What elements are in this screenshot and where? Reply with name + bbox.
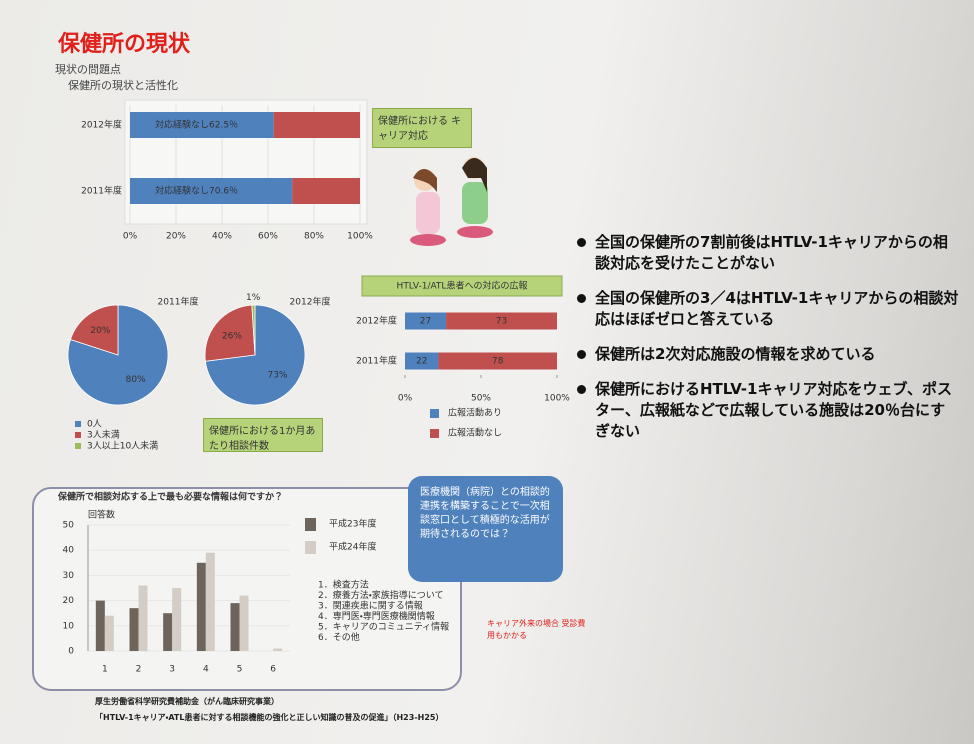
- x-tick-label: 100%: [347, 232, 373, 242]
- pie-title: 2012年度: [290, 296, 331, 308]
- x-tick-label: 5: [237, 665, 243, 675]
- x-tick-label: 80%: [304, 232, 324, 242]
- bar-segment: [292, 178, 360, 204]
- x-tick-label: 6: [270, 665, 276, 675]
- legend-swatch: [305, 541, 316, 554]
- legend-swatch: [430, 409, 439, 418]
- legend-label: 平成23年度: [329, 518, 376, 530]
- bullet: 全国の保健所の3／4はHTLV-1キャリアからの相談対応はほぼゼロと答えている: [575, 288, 960, 330]
- callout: 保健所における キャリア対応: [372, 108, 472, 148]
- bar: [105, 616, 114, 651]
- bar: [172, 588, 181, 651]
- x-tick-label: 100%: [544, 394, 570, 404]
- bullet: 保健所におけるHTLV-1キャリア対応をウェブ、ポスター、広報紙などで広報してい…: [575, 379, 960, 442]
- speech-bubble: 医療機関（病院）との相談的連携を構築することで一次相談窓口として積極的な活用が期…: [408, 476, 563, 582]
- bar: [139, 585, 148, 651]
- x-tick-label: 1: [102, 665, 108, 675]
- x-tick-label: 0%: [123, 232, 138, 242]
- value-label: 73: [496, 317, 507, 327]
- illustration: [410, 157, 493, 246]
- y-tick-label: 20: [63, 596, 75, 606]
- callout: 保健所における1か月あたり相談件数: [203, 418, 323, 452]
- x-tick-label: 20%: [166, 232, 186, 242]
- slide: 0%20%40%60%80%100%2012年度対応経験なし62.5％2011年…: [0, 0, 974, 744]
- legend-swatch: [305, 518, 316, 531]
- value-label: 22: [416, 357, 427, 367]
- footer: 「HTLV-1キャリア・ATL患者に対する相談機能の強化と正しい知識の普及の促進…: [95, 712, 443, 723]
- pie-title: 2011年度: [158, 296, 199, 308]
- value-label: 73%: [267, 370, 287, 380]
- y-tick-label: 2012年度: [356, 315, 397, 327]
- subtitle: 保健所の現状と活性化: [68, 77, 178, 93]
- x-tick-label: 40%: [212, 232, 232, 242]
- y-tick-label: 10: [63, 621, 75, 631]
- y-tick-label: 30: [63, 571, 75, 581]
- legend-swatch: [430, 429, 439, 438]
- list-item: 5．キャリアのコミュニティ情報: [318, 621, 449, 633]
- bar: [130, 608, 139, 651]
- y-tick-label: 2012年度: [81, 119, 122, 131]
- bar: [96, 601, 105, 651]
- x-tick-label: 3: [169, 665, 175, 675]
- value-label: 78: [492, 357, 504, 367]
- legend-label: 3人以上10人未満: [87, 440, 158, 452]
- y-tick-label: 50: [63, 521, 75, 531]
- subtitle: 現状の問題点: [55, 61, 121, 77]
- y-tick-label: 2011年度: [356, 355, 397, 367]
- legend-label: 広報活動あり: [448, 407, 502, 419]
- value-label: 対応経験なし70.6％: [155, 185, 238, 197]
- legend-label: 3人未満: [87, 429, 120, 441]
- slide-title: 保健所の現状: [58, 26, 190, 58]
- value-label: 26%: [222, 331, 242, 341]
- legend-swatch: [75, 443, 81, 449]
- bar: [231, 603, 240, 651]
- list-item: 1．検査方法: [318, 579, 369, 591]
- bar: [197, 563, 206, 651]
- value-label: 対応経験なし62.5％: [155, 119, 238, 131]
- legend-swatch: [75, 421, 81, 427]
- legend-swatch: [75, 432, 81, 438]
- x-tick-label: 50%: [471, 394, 491, 404]
- bar-segment: [274, 112, 360, 138]
- bullet-list: 全国の保健所の7割前後はHTLV-1キャリアからの相談対応を受けたことがない 全…: [575, 232, 960, 456]
- chart-title: 保健所で相談対応する上で最も必要な情報は何ですか？: [57, 491, 283, 503]
- value-label: 80%: [126, 375, 146, 385]
- note: キャリア外来の場合 受診費用もかかる: [487, 618, 587, 642]
- bar: [163, 613, 172, 651]
- x-tick-label: 60%: [258, 232, 278, 242]
- list-item: 3．関連疾患に関する情報: [318, 600, 423, 612]
- x-tick-label: 4: [203, 665, 209, 675]
- bar: [240, 596, 249, 651]
- y-tick-label: 0: [68, 647, 74, 657]
- chart-title: HTLV-1/ATL患者への対応の広報: [397, 280, 528, 292]
- bullet: 保健所は2次対応施設の情報を求めている: [575, 344, 960, 365]
- y-tick-label: 2011年度: [81, 185, 122, 197]
- legend-label: 平成24年度: [329, 541, 376, 553]
- list-item: 2．療養方法・家族指導について: [318, 589, 444, 601]
- x-tick-label: 0%: [398, 394, 413, 404]
- value-label: 20%: [90, 326, 110, 336]
- bar: [273, 648, 282, 651]
- footer: 厚生労働省科学研究費補助金（がん臨床研究事業）: [95, 696, 279, 707]
- legend-label: 広報活動なし: [448, 427, 502, 439]
- bullet: 全国の保健所の7割前後はHTLV-1キャリアからの相談対応を受けたことがない: [575, 232, 960, 274]
- list-item: 6．その他: [318, 631, 360, 643]
- axis-label: 回答数: [88, 509, 115, 521]
- value-label: 27: [420, 317, 431, 327]
- y-tick-label: 40: [63, 546, 75, 556]
- list-item: 4．専門医・専門医療機関情報: [318, 610, 435, 622]
- value-label: 1%: [246, 293, 261, 303]
- bar: [206, 553, 215, 651]
- x-tick-label: 2: [136, 665, 142, 675]
- legend-label: 0人: [87, 420, 102, 430]
